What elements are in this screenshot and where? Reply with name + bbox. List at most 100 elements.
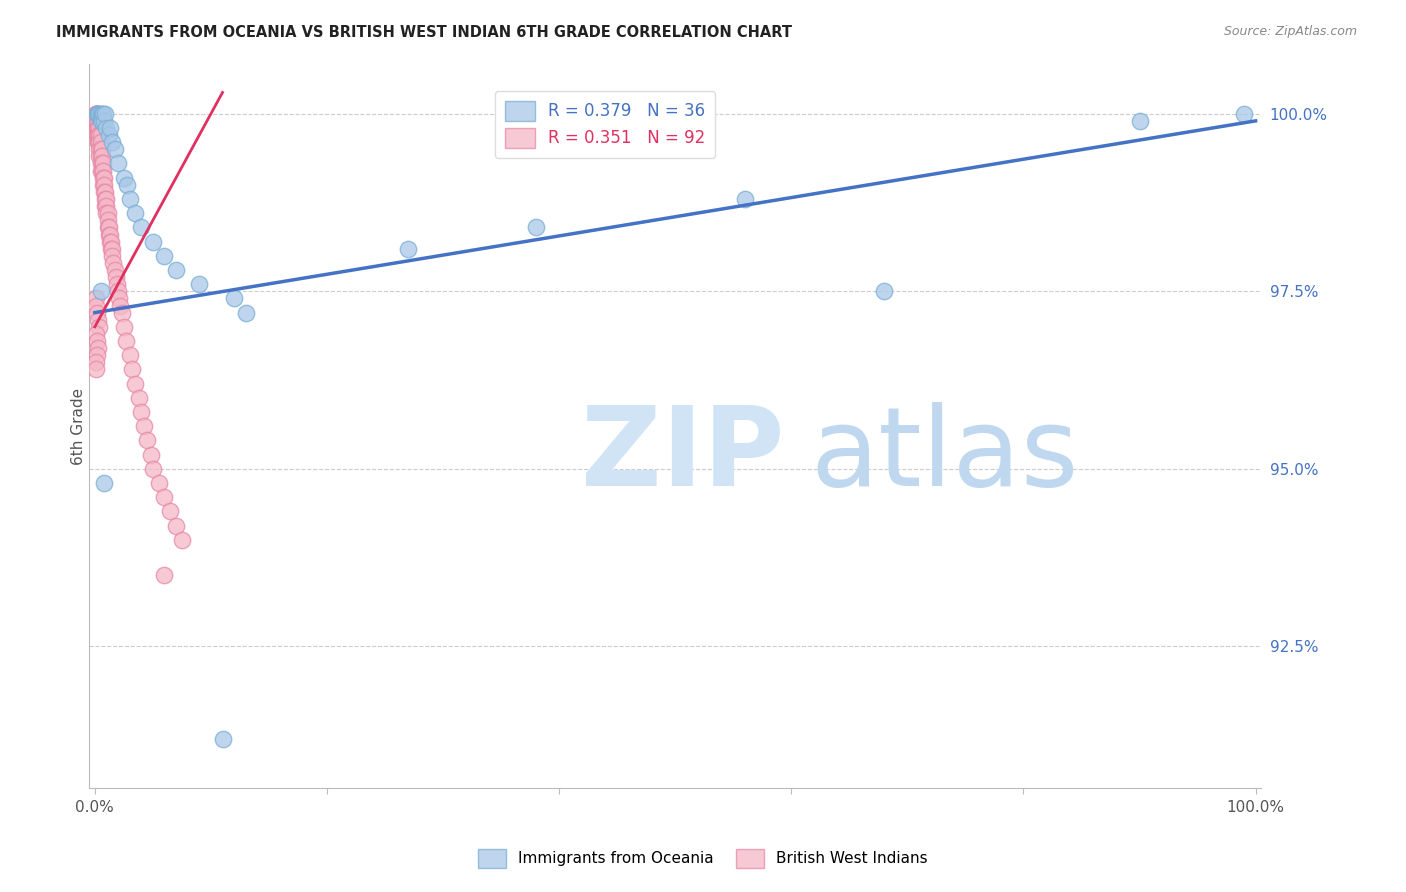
Point <box>104 270 127 285</box>
Point <box>124 376 146 391</box>
Point <box>93 178 115 192</box>
Point <box>84 107 107 121</box>
Point <box>148 476 170 491</box>
Point <box>90 135 112 149</box>
Point <box>1128 114 1150 128</box>
Point <box>165 518 187 533</box>
Point <box>84 114 107 128</box>
Point <box>87 341 110 355</box>
Point <box>87 128 110 142</box>
Point <box>87 135 110 149</box>
Point <box>87 107 110 121</box>
Point <box>101 135 124 149</box>
Point <box>84 107 107 121</box>
Point <box>107 156 129 170</box>
Point <box>91 156 114 170</box>
Point <box>224 292 246 306</box>
Point <box>124 206 146 220</box>
Point <box>101 242 124 256</box>
Point <box>94 192 117 206</box>
Point <box>142 235 165 249</box>
Point <box>89 135 111 149</box>
Point <box>90 156 112 170</box>
Point <box>84 362 107 376</box>
Point <box>97 220 120 235</box>
Point <box>117 178 139 192</box>
Point <box>165 263 187 277</box>
Point <box>153 568 176 582</box>
Point <box>100 235 122 249</box>
Point <box>87 120 110 135</box>
Point <box>91 107 114 121</box>
Point <box>98 227 121 242</box>
Point <box>91 170 114 185</box>
Point <box>115 334 138 348</box>
Point <box>112 319 135 334</box>
Point <box>84 355 107 369</box>
Point <box>90 114 112 128</box>
Text: Source: ZipAtlas.com: Source: ZipAtlas.com <box>1223 25 1357 38</box>
Point <box>86 107 108 121</box>
Point <box>110 299 132 313</box>
Point <box>89 319 111 334</box>
Point <box>90 114 112 128</box>
Text: ZIP: ZIP <box>582 401 785 508</box>
Point <box>93 170 115 185</box>
Point <box>90 163 112 178</box>
Point <box>142 462 165 476</box>
Point <box>90 142 112 156</box>
Point <box>84 292 107 306</box>
Point <box>93 476 115 491</box>
Legend: R = 0.379   N = 36, R = 0.351   N = 92: R = 0.379 N = 36, R = 0.351 N = 92 <box>495 90 716 158</box>
Point <box>524 220 547 235</box>
Point <box>235 305 257 319</box>
Point <box>90 285 112 299</box>
Point <box>94 107 117 121</box>
Point <box>873 285 896 299</box>
Point <box>100 242 122 256</box>
Point <box>97 128 120 142</box>
Point <box>97 220 120 235</box>
Point <box>96 206 118 220</box>
Point <box>94 185 117 199</box>
Point <box>97 206 120 220</box>
Text: atlas: atlas <box>810 401 1078 508</box>
Point <box>112 170 135 185</box>
Point <box>188 277 211 292</box>
Point <box>86 334 108 348</box>
Point <box>86 114 108 128</box>
Point <box>91 163 114 178</box>
Point <box>90 163 112 178</box>
Point <box>89 149 111 163</box>
Point <box>129 220 152 235</box>
Point <box>108 292 131 306</box>
Point <box>90 128 112 142</box>
Point <box>132 419 155 434</box>
Point <box>153 490 176 504</box>
Point <box>90 149 112 163</box>
Point <box>103 142 125 156</box>
Point <box>139 448 162 462</box>
Point <box>86 107 108 121</box>
Point <box>86 348 108 362</box>
Point <box>98 235 121 249</box>
Point <box>105 277 128 292</box>
Point <box>86 305 108 319</box>
Point <box>396 242 419 256</box>
Point <box>87 312 110 326</box>
Point <box>734 192 756 206</box>
Point <box>97 227 120 242</box>
Point <box>84 326 107 341</box>
Point <box>90 107 112 121</box>
Point <box>121 362 143 376</box>
Point <box>86 120 108 135</box>
Point <box>110 305 132 319</box>
Point <box>96 192 118 206</box>
Point <box>159 504 181 518</box>
Point <box>84 299 107 313</box>
Point <box>87 135 110 149</box>
Point <box>90 149 112 163</box>
Point <box>153 249 176 263</box>
Point <box>98 120 121 135</box>
Point <box>90 142 112 156</box>
